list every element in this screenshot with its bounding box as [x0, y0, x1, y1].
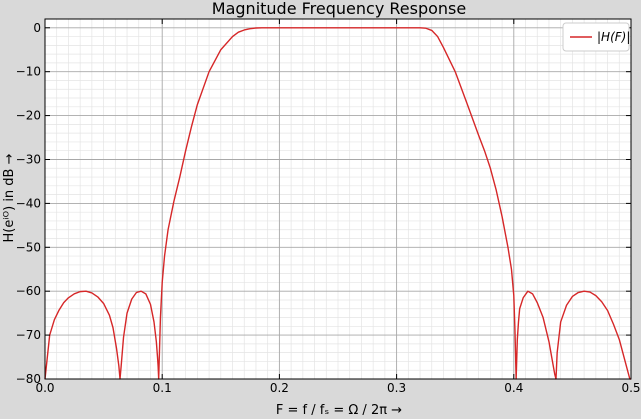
x-tick-label: 0.0 [35, 381, 54, 395]
x-tick-label: 0.2 [270, 381, 289, 395]
tick-marks [44, 19, 632, 380]
y-tick-label: −30 [16, 152, 41, 166]
chart-title: Magnitude Frequency Response [212, 0, 466, 18]
x-axis-label: F = f / fₛ = Ω / 2π → [276, 403, 402, 418]
y-axis-label: H(eⁱᴼ) in dB → [2, 153, 17, 242]
y-tick-label: −60 [16, 284, 41, 298]
x-tick-label: 0.5 [621, 381, 640, 395]
y-tick-label: −50 [16, 240, 41, 254]
y-tick-label: −10 [16, 65, 41, 79]
legend: |H(F)| [562, 22, 630, 52]
legend-box [562, 22, 630, 52]
x-tick-labels: 0.0 0.1 0.2 0.3 0.4 0.5 [35, 381, 640, 395]
series-layer [44, 27, 631, 380]
y-tick-label: −80 [16, 372, 41, 386]
x-tick-label: 0.1 [153, 381, 172, 395]
x-tick-label: 0.3 [387, 381, 406, 395]
y-tick-label: 0 [33, 21, 41, 35]
y-tick-label: −20 [16, 109, 41, 123]
y-tick-label: −40 [16, 196, 41, 210]
y-tick-labels: 0 −10 −20 −30 −40 −50 −60 −70 −80 [16, 21, 41, 386]
series-line [44, 27, 631, 380]
y-tick-label: −70 [16, 328, 41, 342]
legend-label: |H(F)| [597, 30, 630, 44]
x-tick-label: 0.4 [504, 381, 523, 395]
plot-frame [44, 18, 632, 380]
